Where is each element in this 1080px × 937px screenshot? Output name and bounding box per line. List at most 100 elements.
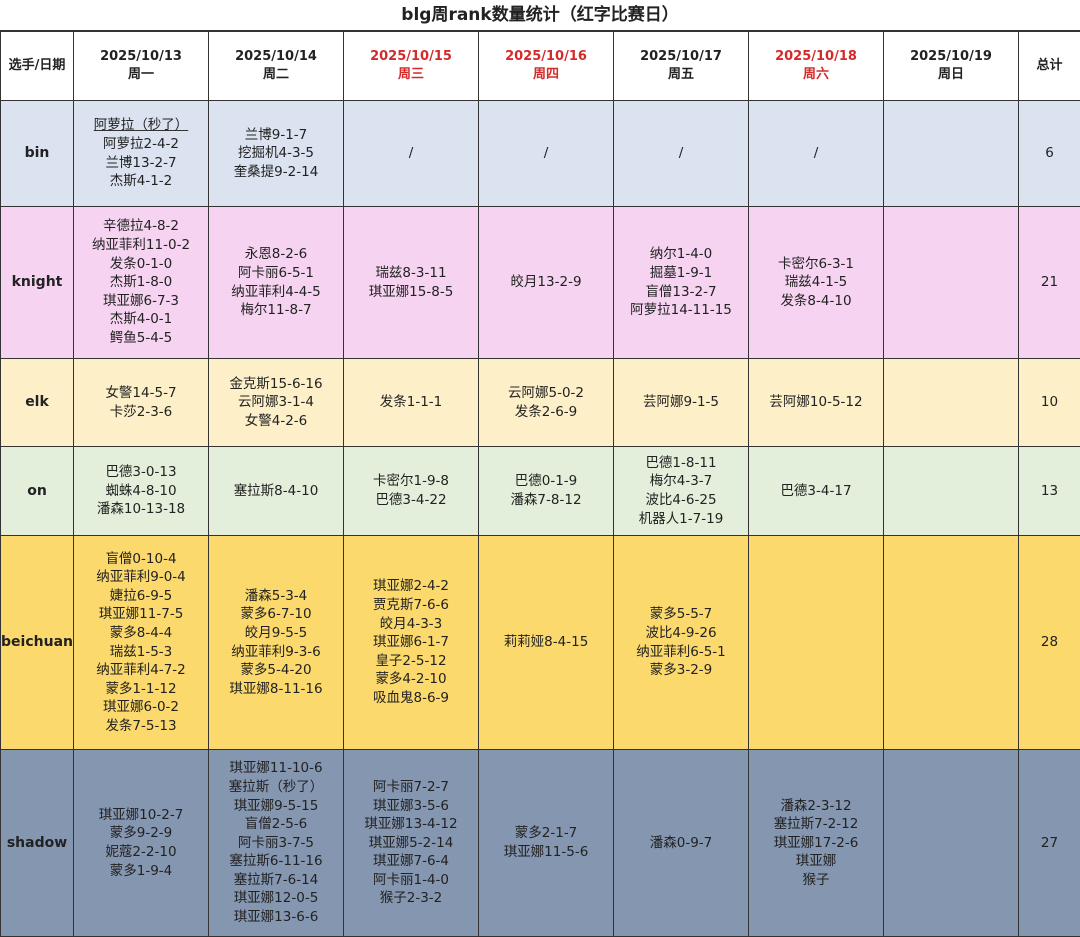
game-record: / xyxy=(344,144,478,163)
game-record: 潘森10-13-18 xyxy=(74,500,208,519)
game-record: 皎月13-2-9 xyxy=(479,273,613,292)
game-record: 蒙多1-9-4 xyxy=(74,862,208,881)
game-record: 潘森5-3-4 xyxy=(209,587,343,606)
day-cell[interactable]: / xyxy=(344,101,479,207)
game-record: 蒙多5-4-20 xyxy=(209,661,343,680)
day-cell[interactable] xyxy=(884,359,1019,447)
game-record: 发条0-1-0 xyxy=(74,255,208,274)
game-record: 潘森2-3-12 xyxy=(749,797,883,816)
day-cell[interactable]: 芸阿娜10-5-12 xyxy=(749,359,884,447)
game-record: 猴子 xyxy=(749,871,883,890)
game-record: 蒙多2-1-7 xyxy=(479,824,613,843)
day-cell[interactable] xyxy=(884,101,1019,207)
player-total: 13 xyxy=(1019,447,1080,536)
game-record: 掘墓1-9-1 xyxy=(614,264,748,283)
day-cell[interactable] xyxy=(884,750,1019,937)
game-record: 兰博9-1-7 xyxy=(209,126,343,145)
day-cell[interactable] xyxy=(884,207,1019,359)
day-weekday: 周日 xyxy=(884,66,1018,84)
day-cell[interactable]: / xyxy=(479,101,614,207)
day-date: 2025/10/17 xyxy=(614,48,748,66)
player-total: 21 xyxy=(1019,207,1080,359)
day-cell[interactable]: 潘森0-9-7 xyxy=(614,750,749,937)
day-cell[interactable] xyxy=(884,447,1019,536)
game-record: 杰斯1-8-0 xyxy=(74,273,208,292)
game-record: 纳亚菲利6-5-1 xyxy=(614,643,748,662)
player-total: 10 xyxy=(1019,359,1080,447)
game-record: 琪亚娜11-5-6 xyxy=(479,843,613,862)
game-record: 琪亚娜13-4-12 xyxy=(344,815,478,834)
day-cell[interactable]: 塞拉斯8-4-10 xyxy=(209,447,344,536)
day-cell[interactable]: 皎月13-2-9 xyxy=(479,207,614,359)
day-cell[interactable]: 发条1-1-1 xyxy=(344,359,479,447)
game-record: 盲僧0-10-4 xyxy=(74,550,208,569)
game-record: 卡莎2-3-6 xyxy=(74,403,208,422)
game-record: 发条7-5-13 xyxy=(74,717,208,736)
game-record: 发条1-1-1 xyxy=(344,393,478,412)
game-record: 蒙多9-2-9 xyxy=(74,824,208,843)
game-record: 潘森0-9-7 xyxy=(614,834,748,853)
game-record: 巴德3-4-22 xyxy=(344,491,478,510)
game-record: 瑞兹1-5-3 xyxy=(74,643,208,662)
game-record: 琪亚娜5-2-14 xyxy=(344,834,478,853)
game-record: / xyxy=(614,144,748,163)
game-record: 阿萝拉14-11-15 xyxy=(614,301,748,320)
player-name: bin xyxy=(1,101,74,207)
day-cell[interactable] xyxy=(884,536,1019,750)
game-record: 发条8-4-10 xyxy=(749,292,883,311)
game-record: 吸血鬼8-6-9 xyxy=(344,689,478,708)
player-name: on xyxy=(1,447,74,536)
game-record: 杰斯4-0-1 xyxy=(74,310,208,329)
day-cell[interactable]: / xyxy=(614,101,749,207)
day-cell[interactable] xyxy=(749,536,884,750)
game-record: 盲僧13-2-7 xyxy=(614,283,748,302)
game-record: 琪亚娜17-2-6 xyxy=(749,834,883,853)
game-record: 鳄鱼5-4-5 xyxy=(74,329,208,348)
day-cell[interactable]: / xyxy=(749,101,884,207)
game-record: 瑞兹4-1-5 xyxy=(749,273,883,292)
game-record: 琪亚娜 xyxy=(749,852,883,871)
game-record: 机器人1-7-19 xyxy=(614,510,748,529)
game-record: 梅尔11-8-7 xyxy=(209,301,343,320)
game-record: 奎桑提9-2-14 xyxy=(209,163,343,182)
game-record: 莉莉娅8-4-15 xyxy=(479,633,613,652)
game-record: 婕拉6-9-5 xyxy=(74,587,208,606)
day-cell[interactable]: 芸阿娜9-1-5 xyxy=(614,359,749,447)
day-date: 2025/10/18 xyxy=(749,48,883,66)
day-date: 2025/10/19 xyxy=(884,48,1018,66)
day-date: 2025/10/14 xyxy=(209,48,343,66)
day-cell[interactable]: 巴德3-4-17 xyxy=(749,447,884,536)
game-record: 巴德1-8-11 xyxy=(614,454,748,473)
game-record: 琪亚娜8-11-16 xyxy=(209,680,343,699)
game-record: 卡密尔1-9-8 xyxy=(344,472,478,491)
game-record: 纳亚菲利11-0-2 xyxy=(74,236,208,255)
day-cell[interactable]: 莉莉娅8-4-15 xyxy=(479,536,614,750)
